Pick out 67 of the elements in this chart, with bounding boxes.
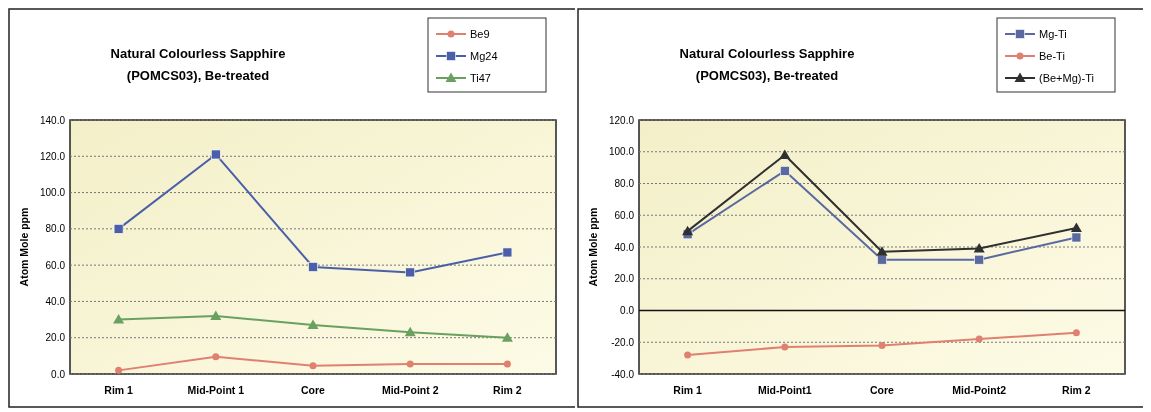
point — [115, 366, 123, 374]
y-tick-label: 0.0 — [619, 305, 634, 316]
y-axis-title: Atom Mole ppm — [586, 207, 599, 287]
y-tick-label: 120.0 — [608, 114, 634, 126]
x-tick-label: Rim 1 — [672, 384, 702, 396]
point — [210, 310, 222, 320]
point — [780, 343, 788, 351]
x-tick-label: Mid-Point1 — [757, 384, 812, 396]
legend-label: Be9 — [470, 27, 490, 40]
chart-title: Natural Colourless Sapphire — [110, 46, 286, 61]
point — [211, 149, 221, 160]
y-tick-label: 80.0 — [45, 223, 66, 235]
point — [405, 267, 415, 278]
point — [212, 353, 220, 361]
legend-label: (Be+Mg)-Ti — [1038, 71, 1094, 84]
y-axis-title: Atom Mole ppm — [18, 207, 30, 287]
point — [113, 314, 125, 324]
point — [406, 360, 414, 368]
x-tick-label: Rim 1 — [104, 384, 134, 396]
legend-label: Ti47 — [470, 71, 491, 84]
point — [876, 254, 887, 265]
y-tick-label: 80.0 — [614, 178, 634, 189]
chart-title: Natural Colourless Sapphire — [679, 46, 854, 61]
point — [502, 247, 513, 258]
x-tick-label: Core — [869, 384, 894, 396]
point — [975, 335, 983, 343]
y-tick-label: 20.0 — [45, 332, 66, 344]
point — [1072, 329, 1080, 337]
point — [308, 262, 318, 272]
point — [779, 166, 790, 176]
point — [973, 243, 985, 253]
legend-label: Mg-Ti — [1038, 27, 1067, 40]
point — [404, 326, 416, 337]
point — [503, 360, 511, 368]
point — [683, 351, 691, 359]
y-tick-label: 140.0 — [39, 114, 66, 126]
point — [876, 246, 887, 256]
point — [307, 319, 319, 330]
chart-subtitle: (POMCS03), Be-treated — [695, 68, 838, 83]
legend-label: Be-Ti — [1038, 49, 1065, 62]
point — [878, 341, 885, 349]
y-tick-label: 60.0 — [45, 259, 66, 271]
point — [1071, 232, 1081, 243]
x-tick-label: Rim 2 — [493, 384, 522, 396]
y-tick-label: 60.0 — [614, 209, 634, 221]
x-tick-label: Core — [301, 384, 326, 396]
point — [1070, 222, 1082, 232]
x-tick-label: Rim 2 — [1061, 384, 1091, 396]
y-tick-label: -40.0 — [610, 368, 634, 380]
y-tick-label: 40.0 — [614, 241, 634, 253]
y-tick-label: 20.0 — [614, 273, 634, 285]
point — [681, 225, 693, 236]
point — [309, 362, 317, 370]
x-tick-label: Mid-Point2 — [951, 384, 1006, 396]
y-tick-label: 40.0 — [45, 295, 66, 307]
x-tick-label: Mid-Point 1 — [187, 384, 245, 396]
y-tick-label: 100.0 — [608, 146, 634, 158]
legend-label: Mg24 — [470, 49, 498, 62]
point — [113, 224, 124, 234]
y-tick-label: 100.0 — [39, 187, 66, 199]
chart-subtitle: (POMCS03), Be-treated — [126, 68, 270, 83]
y-tick-label: -20.0 — [610, 336, 634, 348]
point — [973, 254, 984, 265]
y-tick-label: 0.0 — [51, 368, 66, 380]
y-tick-label: 120.0 — [39, 150, 66, 162]
point — [501, 332, 513, 342]
x-tick-label: Mid-Point 2 — [381, 384, 439, 396]
